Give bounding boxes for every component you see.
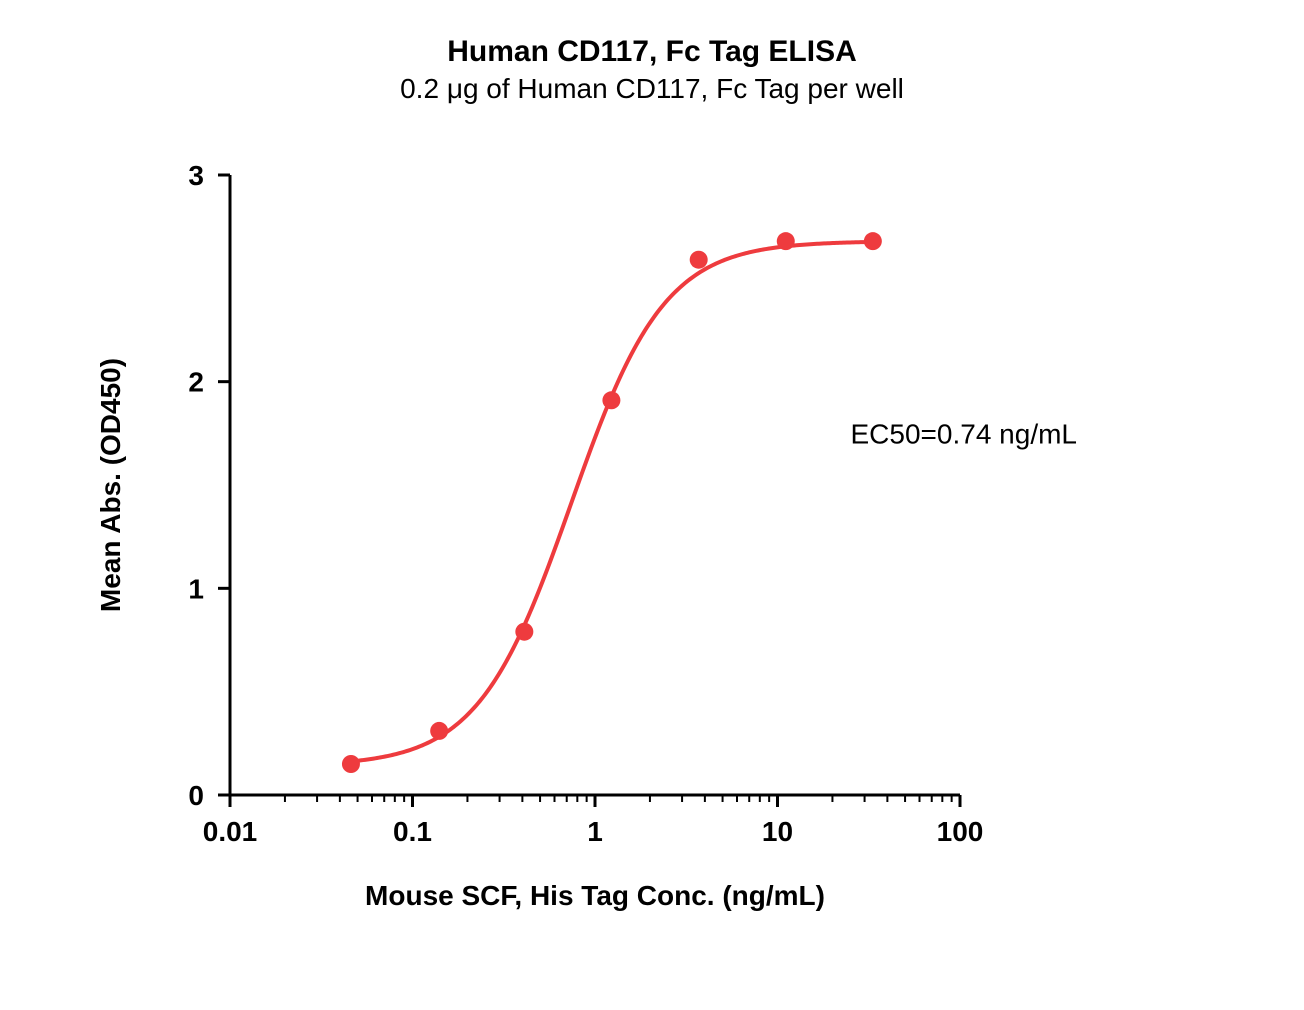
chart-container: Human CD117, Fc Tag ELISA 0.2 μg of Huma… bbox=[0, 0, 1304, 1005]
data-point bbox=[864, 232, 882, 250]
chart-title-sub: 0.2 μg of Human CD117, Fc Tag per well bbox=[0, 73, 1304, 105]
x-tick-label: 0.01 bbox=[203, 816, 258, 847]
data-point bbox=[602, 391, 620, 409]
chart-svg: 0 1 2 3 0.01 0.1 1 10 100 Mean Abs. (OD450) Mouse … bbox=[0, 0, 1304, 1005]
x-tick-label: 1 bbox=[587, 816, 603, 847]
y-axis-label: Mean Abs. (OD450) bbox=[95, 358, 126, 612]
y-tick-label: 3 bbox=[188, 160, 204, 191]
chart-title-main: Human CD117, Fc Tag ELISA bbox=[0, 35, 1304, 69]
y-tick-label: 2 bbox=[188, 367, 204, 398]
x-tick-label: 100 bbox=[937, 816, 984, 847]
fit-curve bbox=[351, 242, 873, 762]
x-tick-label: 0.1 bbox=[393, 816, 432, 847]
x-axis-label: Mouse SCF, His Tag Conc. (ng/mL) bbox=[365, 880, 825, 911]
y-tick-label: 1 bbox=[188, 573, 204, 604]
data-point bbox=[690, 251, 708, 269]
data-point bbox=[342, 755, 360, 773]
ec50-annotation: EC50=0.74 ng/mL bbox=[851, 419, 1078, 450]
chart-title-block: Human CD117, Fc Tag ELISA 0.2 μg of Huma… bbox=[0, 35, 1304, 105]
y-tick-label: 0 bbox=[188, 780, 204, 811]
data-point bbox=[430, 722, 448, 740]
data-point bbox=[515, 623, 533, 641]
x-tick-label: 10 bbox=[762, 816, 793, 847]
data-point bbox=[777, 232, 795, 250]
